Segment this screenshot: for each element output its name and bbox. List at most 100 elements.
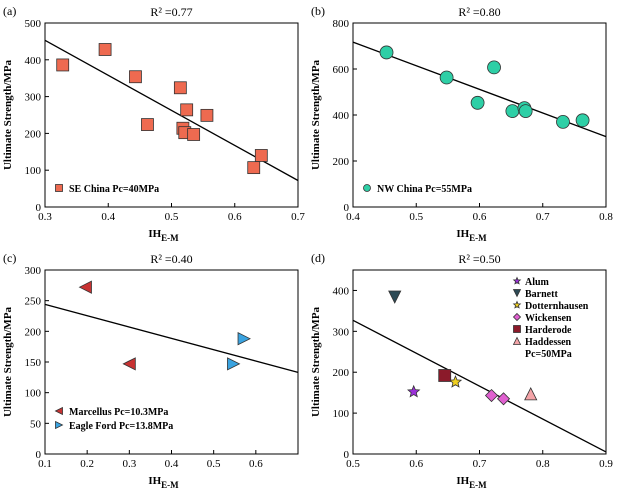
legend-entry: Eagle Ford Pc=13.8MPa bbox=[69, 421, 173, 432]
y-tick-label: 800 bbox=[333, 18, 350, 30]
x-tick-label: 0.5 bbox=[165, 211, 179, 223]
legend-marker bbox=[512, 312, 522, 322]
chart-panel-2: 0.4 0.5 0.6 0.7 0.8 0 200 400 600 800 (b) R² =0.80 U… bbox=[310, 4, 613, 243]
y-tick-label: 100 bbox=[25, 388, 42, 400]
data-point bbox=[173, 81, 187, 95]
chart-panel-4: 0.5 0.6 0.7 0.8 0.9 0 100 200 300 400 (d) R² =0.50 U… bbox=[310, 251, 613, 490]
legend-marker bbox=[512, 289, 522, 298]
y-tick-label: 600 bbox=[333, 64, 350, 76]
x-tick-label: 0.6 bbox=[473, 211, 487, 223]
data-point bbox=[200, 108, 214, 122]
y-tick-label: 200 bbox=[333, 367, 350, 379]
legend-marker bbox=[512, 300, 522, 309]
data-point bbox=[575, 113, 590, 128]
data-point bbox=[237, 332, 251, 346]
y-tick-label: 0 bbox=[36, 202, 42, 214]
legend-marker bbox=[55, 420, 64, 430]
x-tick-label: 0.3 bbox=[122, 458, 136, 470]
data-point bbox=[141, 118, 154, 131]
data-point bbox=[505, 104, 520, 118]
r-squared-annotation: R² =0.40 bbox=[150, 252, 192, 266]
r-squared-annotation: R² =0.77 bbox=[150, 5, 192, 19]
legend-marker bbox=[512, 276, 522, 285]
y-tick-label: 50 bbox=[30, 418, 42, 430]
x-tick-label: 0.5 bbox=[346, 458, 360, 470]
legend-entry: Alum bbox=[525, 277, 550, 288]
x-axis-label: IHE-M bbox=[456, 228, 487, 243]
x-tick-label: 0.4 bbox=[346, 211, 360, 223]
data-point bbox=[438, 369, 452, 382]
data-point bbox=[484, 388, 499, 403]
x-tick-label: 0.4 bbox=[165, 458, 179, 470]
legend-entry: Barnett bbox=[525, 289, 558, 300]
data-point bbox=[556, 115, 570, 129]
data-point bbox=[407, 384, 421, 398]
chart-panel-3: 0.1 0.2 0.3 0.4 0.5 0.6 0 50 100 150 200 250 300 (c) R… bbox=[2, 251, 299, 490]
x-tick-label: 0.1 bbox=[38, 458, 52, 470]
panel-label: (b) bbox=[311, 4, 325, 18]
chart-panel-1: 0.3 0.4 0.5 0.6 0.7 0 100 200 300 400 500 (a) R² =0.… bbox=[2, 4, 305, 243]
data-point bbox=[439, 70, 454, 85]
x-tick-label: 0.8 bbox=[599, 211, 613, 223]
data-point bbox=[487, 60, 501, 75]
regression-line bbox=[352, 319, 607, 453]
x-axis-label-main: IH bbox=[148, 228, 161, 240]
legend-entry: Haddessen bbox=[525, 337, 572, 348]
data-point bbox=[379, 45, 394, 60]
y-tick-label: 400 bbox=[25, 55, 42, 67]
x-axis-label-main: IH bbox=[456, 228, 469, 240]
x-axis-label-sub: E-M bbox=[469, 233, 487, 243]
x-tick-label: 0.9 bbox=[599, 458, 613, 470]
legend-entry: SE China Pc=40MPa bbox=[69, 184, 159, 195]
data-point bbox=[227, 357, 241, 371]
x-tick-label: 0.5 bbox=[409, 211, 423, 223]
x-tick-label: 0.3 bbox=[38, 211, 52, 223]
data-point bbox=[388, 290, 402, 304]
x-tick-label: 0.6 bbox=[228, 211, 242, 223]
x-tick-label: 0.7 bbox=[291, 211, 305, 223]
y-tick-label: 300 bbox=[333, 326, 350, 338]
data-point bbox=[254, 149, 268, 162]
data-point bbox=[129, 70, 142, 84]
x-tick-label: 0.6 bbox=[409, 458, 423, 470]
data-point bbox=[78, 280, 92, 294]
y-tick-label: 100 bbox=[25, 165, 42, 177]
x-axis-label-sub: E-M bbox=[161, 233, 179, 243]
legend-entry: Dotternhausen bbox=[525, 301, 589, 312]
legend-marker bbox=[363, 184, 371, 192]
data-point bbox=[448, 374, 463, 388]
data-point bbox=[518, 104, 533, 118]
plot-frame bbox=[352, 269, 607, 455]
x-tick-label: 0.7 bbox=[473, 458, 487, 470]
legend-marker bbox=[513, 325, 521, 333]
x-axis-label: IHE-M bbox=[148, 475, 179, 490]
data-point bbox=[180, 103, 194, 117]
legend-entry: Marcellus Pc=10.3MPa bbox=[69, 407, 168, 418]
data-point bbox=[496, 392, 511, 406]
data-point bbox=[56, 58, 70, 72]
x-axis-label-main: IH bbox=[456, 475, 469, 487]
x-tick-label: 0.8 bbox=[536, 458, 550, 470]
r-squared-annotation: R² =0.50 bbox=[458, 252, 500, 266]
y-tick-label: 300 bbox=[25, 92, 42, 104]
data-point bbox=[247, 161, 261, 175]
plot-frame bbox=[44, 22, 299, 208]
x-axis-label-main: IH bbox=[148, 475, 161, 487]
panel-label: (d) bbox=[311, 251, 325, 265]
data-point bbox=[187, 128, 201, 141]
x-axis-label: IHE-M bbox=[148, 228, 179, 243]
y-axis-label: Ultimate Strength/MPa bbox=[2, 59, 14, 170]
y-tick-label: 100 bbox=[333, 408, 350, 420]
y-tick-label: 0 bbox=[344, 202, 350, 214]
y-tick-label: 400 bbox=[333, 110, 350, 122]
legend-marker bbox=[54, 406, 63, 416]
x-tick-label: 0.4 bbox=[101, 211, 115, 223]
y-tick-label: 250 bbox=[25, 296, 42, 308]
data-point bbox=[122, 357, 136, 371]
y-axis-label: Ultimate Strength/MPa bbox=[310, 306, 322, 417]
legend-entry: Harderode bbox=[525, 325, 572, 336]
y-tick-label: 400 bbox=[333, 285, 350, 297]
x-axis-label-sub: E-M bbox=[469, 480, 487, 490]
legend-note: Pc=50MPa bbox=[525, 349, 572, 360]
